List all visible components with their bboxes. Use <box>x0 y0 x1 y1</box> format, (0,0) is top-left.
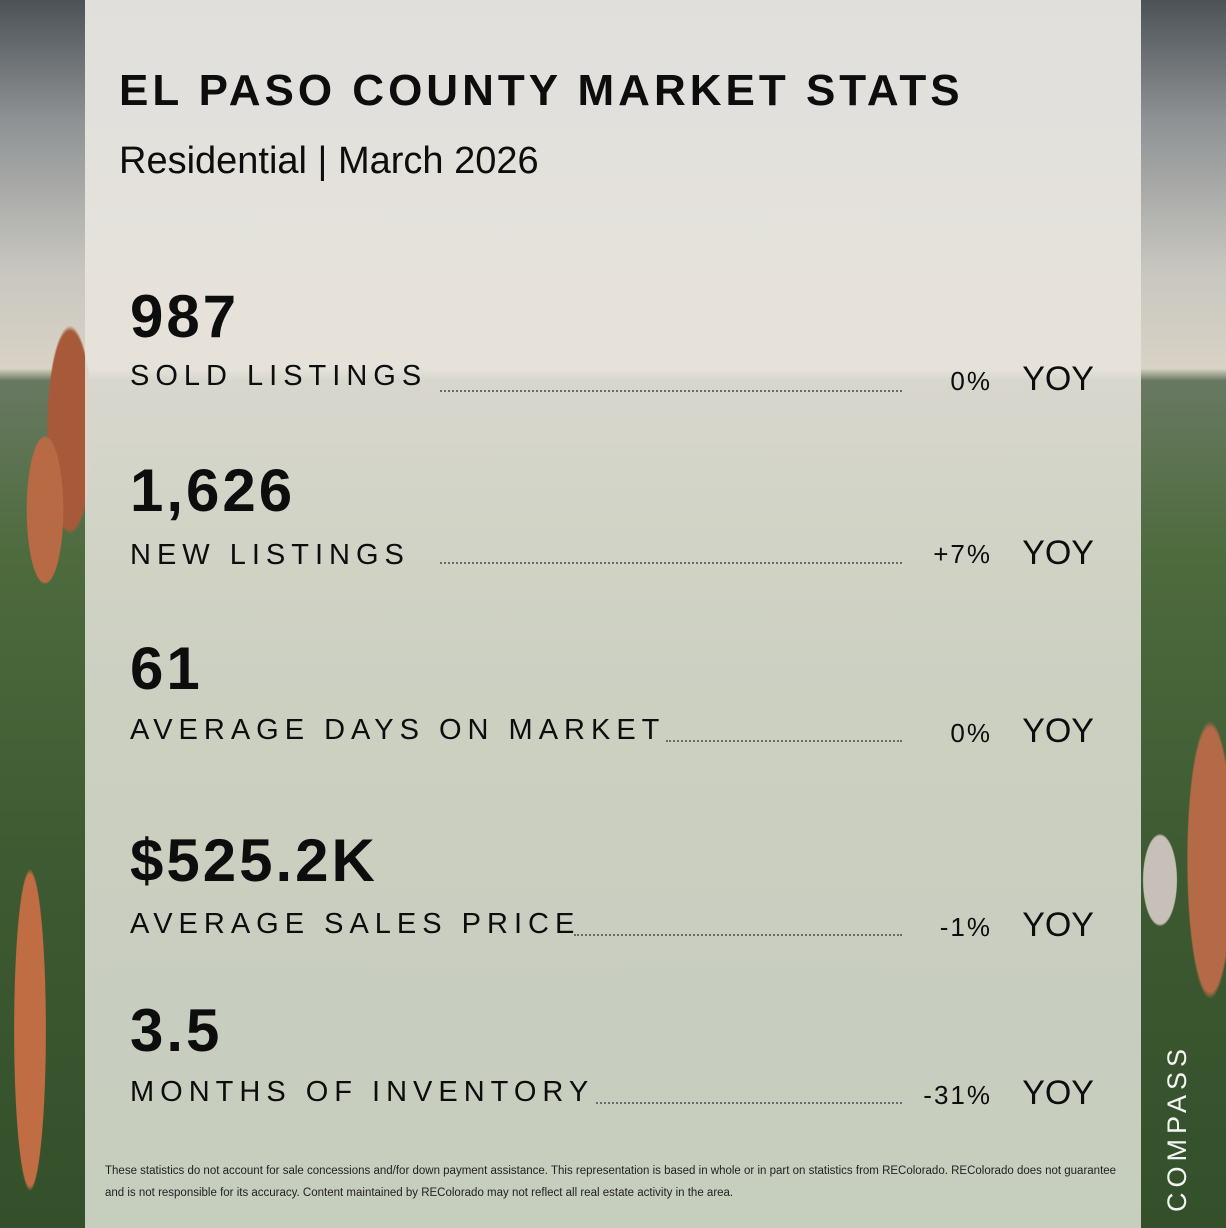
page-title: EL PASO COUNTY MARKET STATS <box>119 66 964 115</box>
page-subtitle: Residential | March 2026 <box>119 140 539 182</box>
stat-change: 0% <box>950 366 992 396</box>
stat-average-sales-price: $525.2K AVERAGE SALES PRICE -1% YOY <box>130 826 1100 956</box>
rock-formation-left <box>0 310 90 1228</box>
compass-logo: COMPASS <box>1162 1043 1192 1212</box>
stat-label: SOLD LISTINGS <box>130 360 428 392</box>
stat-label: AVERAGE SALES PRICE <box>130 908 581 940</box>
rock-formation-right <box>1140 560 1226 1228</box>
stat-value: 987 <box>130 283 240 350</box>
stat-change: +7% <box>933 539 992 569</box>
stat-label: MONTHS OF INVENTORY <box>130 1076 595 1108</box>
stat-value: 1,626 <box>130 457 296 524</box>
stat-change: 0% <box>950 718 992 748</box>
stat-value: 3.5 <box>130 997 223 1064</box>
stat-label: NEW LISTINGS <box>130 539 410 571</box>
disclaimer-text: These statistics do not account for sale… <box>105 1165 1117 1199</box>
stat-change: -31% <box>923 1080 992 1110</box>
leader-dots <box>440 562 902 564</box>
stat-sold-listings: 987 SOLD LISTINGS 0% YOY <box>130 282 1100 412</box>
stat-new-listings: 1,626 NEW LISTINGS +7% YOY <box>130 456 1100 586</box>
yoy-label: YOY <box>1022 534 1094 572</box>
stat-label: AVERAGE DAYS ON MARKET <box>130 714 666 746</box>
leader-dots <box>440 390 902 392</box>
stat-months-of-inventory: 3.5 MONTHS OF INVENTORY -31% YOY <box>130 996 1100 1126</box>
stats-panel <box>85 0 1141 1228</box>
stat-change: -1% <box>939 912 992 942</box>
yoy-label: YOY <box>1022 906 1094 944</box>
yoy-label: YOY <box>1022 360 1094 398</box>
yoy-label: YOY <box>1022 712 1094 750</box>
stat-value: 61 <box>130 635 203 702</box>
leader-dots <box>574 934 902 936</box>
stat-average-days-on-market: 61 AVERAGE DAYS ON MARKET 0% YOY <box>130 634 1100 764</box>
leader-dots <box>596 1102 902 1104</box>
yoy-label: YOY <box>1022 1074 1094 1112</box>
stat-value: $525.2K <box>130 827 378 894</box>
leader-dots <box>666 740 902 742</box>
